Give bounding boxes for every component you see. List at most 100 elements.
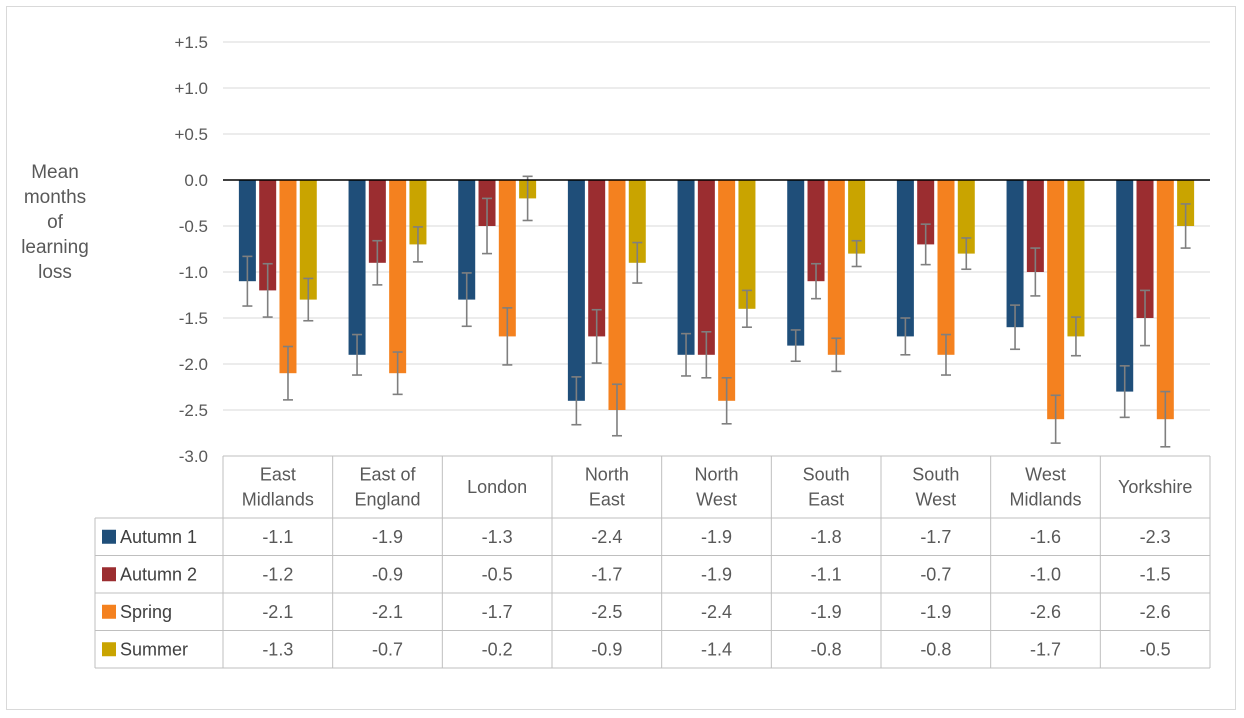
legend-label: Spring (120, 602, 172, 622)
category-label: West (696, 490, 737, 510)
table-value: -2.6 (1140, 602, 1171, 622)
y-tick-label: -1.0 (179, 263, 208, 282)
category-label: West (1025, 465, 1066, 485)
table-value: -1.7 (482, 602, 513, 622)
y-axis-label: Mean months of learning loss (6, 160, 104, 285)
category-label: Midlands (1009, 490, 1081, 510)
bar (896, 180, 914, 337)
table-value: -0.9 (372, 564, 403, 584)
category-label: London (467, 477, 527, 497)
bar (1156, 180, 1174, 420)
bar (279, 180, 297, 374)
y-tick-label: +0.5 (174, 125, 208, 144)
y-tick-label: -0.5 (179, 217, 208, 236)
bar (1177, 180, 1195, 226)
bar (1067, 180, 1085, 337)
table-value: -1.1 (811, 564, 842, 584)
table-value: -2.1 (372, 602, 403, 622)
table-value: -0.8 (920, 639, 951, 659)
category-label: West (915, 490, 956, 510)
category-label: North (585, 465, 629, 485)
bar (697, 180, 715, 355)
chart-frame (6, 6, 1236, 710)
bar (718, 180, 736, 401)
category-label: Yorkshire (1118, 477, 1192, 497)
table-value: -1.7 (591, 564, 622, 584)
table-value: -0.7 (372, 639, 403, 659)
y-tick-label: -2.5 (179, 401, 208, 420)
table-value: -2.4 (701, 602, 732, 622)
bar (1116, 180, 1134, 392)
category-label: North (694, 465, 738, 485)
legend-label: Autumn 2 (120, 564, 197, 584)
table-value: -0.8 (811, 639, 842, 659)
y-axis-label-line: loss (38, 262, 72, 283)
table-value: -1.9 (701, 564, 732, 584)
table-value: -1.3 (262, 639, 293, 659)
table-value: -2.3 (1140, 527, 1171, 547)
table-value: -1.2 (262, 564, 293, 584)
table-value: -1.8 (811, 527, 842, 547)
table-value: -1.3 (482, 527, 513, 547)
table-value: -0.5 (1140, 639, 1171, 659)
bar (807, 180, 825, 282)
table-value: -1.9 (920, 602, 951, 622)
legend-swatch (102, 642, 116, 657)
bar (1136, 180, 1154, 318)
table-value: -1.7 (1030, 639, 1061, 659)
y-tick-label: -1.5 (179, 309, 208, 328)
legend-label: Summer (120, 639, 188, 659)
category-label: South (912, 465, 959, 485)
table-value: -0.2 (482, 639, 513, 659)
category-label: East (808, 490, 844, 510)
bar (738, 180, 756, 309)
table-value: -2.4 (591, 527, 622, 547)
bar (348, 180, 366, 355)
legend-label: Autumn 1 (120, 527, 197, 547)
y-axis-label-line: of (47, 212, 63, 233)
legend-swatch (102, 604, 116, 619)
bar (827, 180, 845, 355)
category-label: South (803, 465, 850, 485)
bar (787, 180, 805, 346)
bar (1026, 180, 1044, 272)
y-axis-label-line: Mean (31, 162, 79, 183)
y-tick-label: -3.0 (179, 447, 208, 466)
category-label: Midlands (242, 490, 314, 510)
legend-swatch (102, 567, 116, 582)
y-tick-label: +1.5 (174, 33, 208, 52)
table-value: -1.9 (811, 602, 842, 622)
bar (299, 180, 317, 300)
bar (458, 180, 476, 300)
table-value: -1.9 (701, 527, 732, 547)
bar (498, 180, 516, 337)
bar (259, 180, 277, 291)
bar (917, 180, 935, 245)
table-value: -1.5 (1140, 564, 1171, 584)
legend-swatch (102, 529, 116, 544)
table-value: -1.6 (1030, 527, 1061, 547)
y-tick-label: +1.0 (174, 79, 208, 98)
bar (937, 180, 955, 355)
table-value: -0.5 (482, 564, 513, 584)
bar (567, 180, 585, 401)
table-value: -1.9 (372, 527, 403, 547)
table-value: -1.0 (1030, 564, 1061, 584)
y-tick-label: 0.0 (184, 171, 208, 190)
table-value: -1.1 (262, 527, 293, 547)
table-value: -2.1 (262, 602, 293, 622)
category-label: East of (359, 465, 416, 485)
table-value: -2.6 (1030, 602, 1061, 622)
bar (409, 180, 427, 245)
category-label: England (354, 490, 420, 510)
bar (608, 180, 626, 410)
table-value: -1.4 (701, 639, 732, 659)
bar (677, 180, 695, 355)
bar (957, 180, 975, 254)
y-tick-label: -2.0 (179, 355, 208, 374)
table-value: -0.7 (920, 564, 951, 584)
bar (1047, 180, 1065, 420)
table-value: -2.5 (591, 602, 622, 622)
bar (848, 180, 866, 254)
